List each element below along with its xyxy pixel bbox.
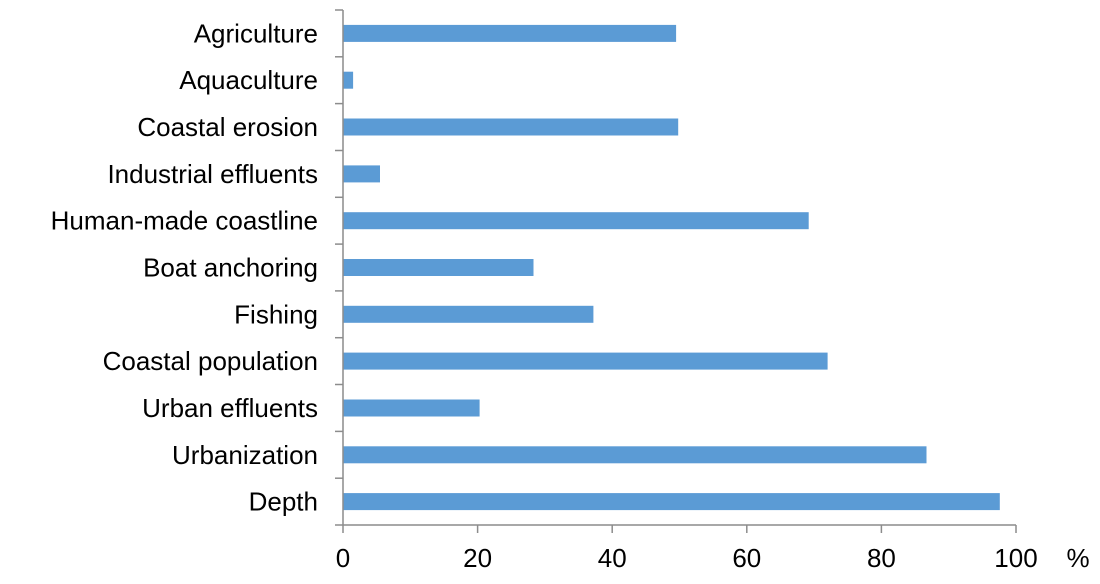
labels-layer: Agriculture Aquaculture Coastal erosion Ind…	[51, 18, 1038, 573]
category-label: Fishing	[234, 299, 318, 329]
bar-boat-anchoring	[343, 259, 534, 276]
category-label: Aquaculture	[179, 65, 318, 95]
bar-coastal-erosion	[343, 118, 679, 136]
category-label: Urban effluents	[142, 393, 318, 423]
category-label: Depth	[249, 487, 318, 517]
bars-layer	[343, 24, 1000, 511]
bar-coastal-population	[343, 352, 828, 370]
category-label: Agriculture	[194, 18, 318, 48]
x-tick-label: 20	[463, 543, 492, 573]
bar-fishing	[343, 305, 594, 323]
bar-aquaculture	[343, 71, 354, 89]
bar-industrial-effluents	[343, 165, 380, 183]
category-label: Human-made coastline	[51, 206, 318, 236]
x-tick-label: 80	[867, 543, 896, 573]
category-label: Industrial effluents	[107, 159, 318, 189]
bar-agriculture	[343, 24, 677, 42]
x-tick-label: 100	[994, 543, 1037, 573]
x-tick-label: 60	[732, 543, 761, 573]
bar-human-made-coastline	[343, 212, 809, 230]
axis-layer	[335, 9, 1017, 533]
category-label: Urbanization	[172, 440, 318, 470]
category-label: Boat anchoring	[143, 253, 318, 283]
bar-urban-effluents	[343, 399, 480, 417]
x-axis-unit-label: %	[1066, 543, 1089, 573]
x-tick-label: 40	[598, 543, 627, 573]
x-tick-label: 0	[336, 543, 350, 573]
bar-urbanization	[343, 446, 927, 464]
category-label: Coastal population	[103, 346, 318, 376]
bar-depth	[343, 493, 1000, 511]
category-label: Coastal erosion	[137, 112, 318, 142]
